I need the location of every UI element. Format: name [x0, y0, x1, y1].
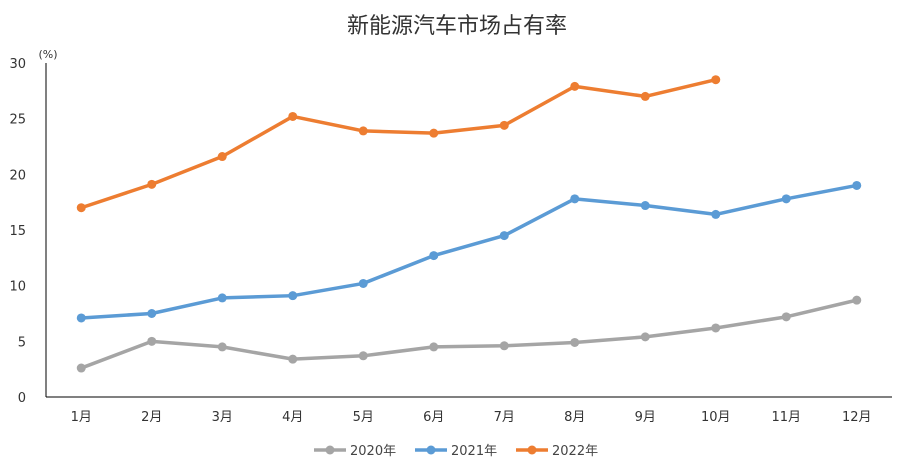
data-point [147, 336, 157, 346]
legend-item: 2020年 [314, 444, 396, 459]
y-tick-label: 25 [9, 113, 26, 128]
data-point [711, 75, 721, 85]
x-tick-label: 7月 [494, 410, 515, 425]
data-point [76, 203, 86, 213]
y-tick-label: 0 [18, 391, 26, 406]
data-point [217, 342, 227, 352]
data-point [358, 278, 368, 288]
x-tick-label: 12月 [842, 410, 872, 425]
legend-label: 2022年 [552, 444, 598, 459]
data-point [711, 209, 721, 219]
data-point [640, 332, 650, 342]
x-tick-label: 4月 [282, 410, 303, 425]
series-2021年 [76, 180, 862, 323]
legend-item: 2022年 [516, 444, 598, 459]
y-tick-label: 30 [9, 57, 26, 72]
data-point [570, 81, 580, 91]
legend-item: 2021年 [415, 444, 497, 459]
series-2020年 [76, 295, 862, 373]
data-point [499, 120, 509, 130]
data-point [852, 295, 862, 305]
data-point [147, 309, 157, 318]
x-tick-label: 5月 [353, 410, 374, 425]
legend-marker [426, 445, 436, 455]
legend-marker [527, 445, 537, 455]
data-point [358, 126, 368, 136]
data-point [781, 194, 791, 204]
x-tick-label: 11月 [771, 410, 801, 425]
data-point [499, 231, 509, 241]
x-tick-label: 2月 [141, 410, 162, 425]
data-point [358, 351, 368, 361]
data-point [429, 342, 439, 352]
x-tick-label: 3月 [212, 410, 233, 425]
series-2022年 [76, 75, 721, 213]
x-tick-label: 9月 [635, 410, 656, 425]
data-point [711, 323, 721, 333]
series-line [81, 183, 858, 320]
series-line [80, 298, 858, 370]
x-tick-label: 8月 [564, 410, 585, 425]
chart-title: 新能源汽车市场占有率 [347, 14, 567, 39]
data-point [570, 194, 580, 204]
data-point [640, 201, 650, 211]
data-point [288, 291, 298, 301]
data-point [429, 128, 439, 138]
legend-label: 2020年 [350, 444, 396, 459]
x-tick-label: 10月 [701, 410, 731, 425]
data-point [852, 180, 862, 190]
legend-marker [325, 445, 335, 455]
y-axis-unit: (%) [38, 48, 57, 61]
data-point [76, 313, 86, 323]
data-point [76, 363, 86, 373]
x-tick-label: 1月 [71, 410, 92, 425]
data-point [217, 152, 227, 162]
data-point [781, 312, 791, 322]
data-point [499, 341, 509, 351]
x-tick-label: 6月 [423, 410, 444, 425]
data-point [429, 251, 439, 261]
series-line [80, 77, 717, 210]
data-point [147, 179, 157, 189]
y-tick-label: 15 [9, 224, 26, 239]
y-tick-label: 5 [18, 335, 26, 350]
data-point [570, 337, 580, 347]
data-point [640, 91, 650, 101]
y-tick-label: 20 [9, 168, 26, 183]
y-tick-label: 10 [9, 280, 26, 295]
legend-label: 2021年 [451, 444, 497, 459]
data-point [217, 293, 227, 303]
data-point [288, 354, 298, 364]
data-point [288, 111, 298, 121]
